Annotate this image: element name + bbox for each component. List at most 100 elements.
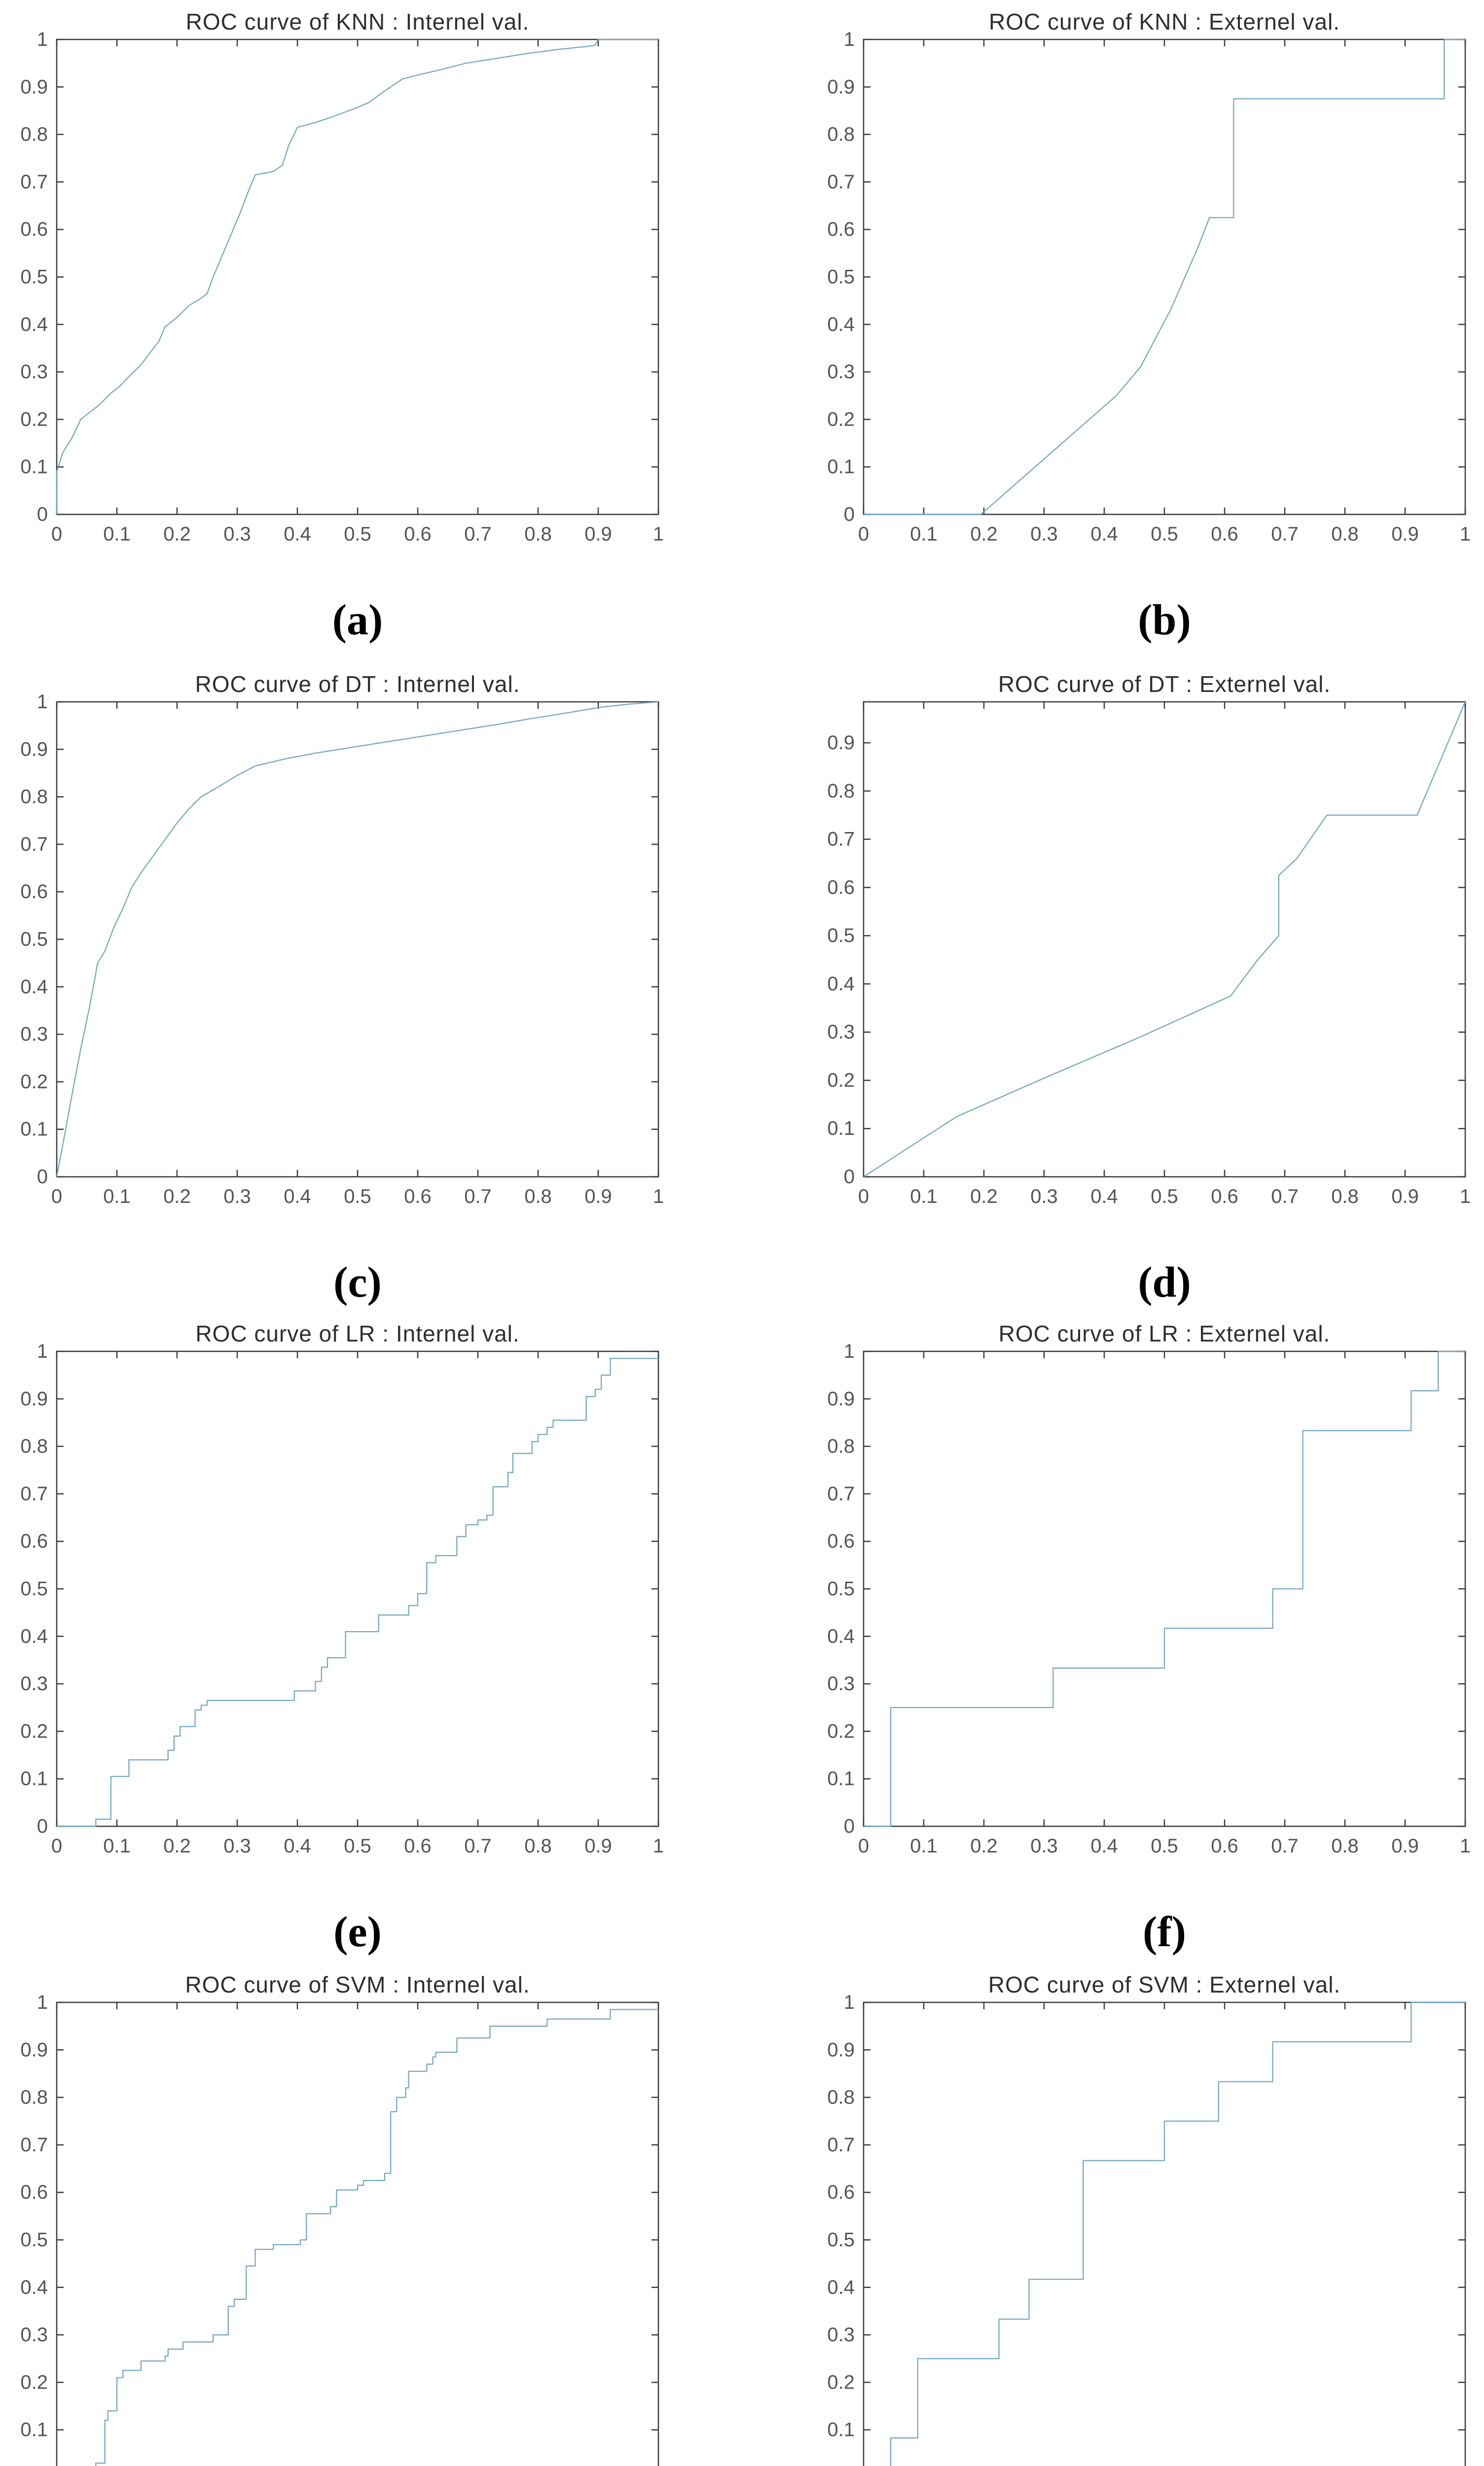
y-tick-label: 0.8	[827, 124, 855, 145]
roc-panel-d: 0 0.1 0.2 0.3 0.4 0.5 0.6 0.7 0.8 0.9 1 0 0.1 0.2 0.3 0…	[807, 662, 1484, 1318]
y-tick-label: 0.6	[20, 218, 48, 240]
x-tick-label: 0	[51, 1835, 62, 1857]
y-tick-label: 0.3	[827, 1021, 855, 1043]
x-axis-ticks	[56, 39, 659, 514]
y-tick-label: 0.4	[827, 973, 855, 995]
panel-label: (f)	[1143, 1908, 1186, 1956]
x-tick-label: 0.7	[464, 1835, 492, 1857]
y-axis-ticks	[864, 38, 1465, 515]
y-tick-label: 0	[844, 1166, 855, 1188]
y-tick-label: 0.1	[827, 2419, 855, 2441]
x-tick-label: 0.7	[1271, 1835, 1299, 1857]
chart-title: ROC curve of KNN : Externel val.	[989, 9, 1340, 35]
x-axis-ticks	[56, 1351, 659, 1826]
panel-label: (d)	[1138, 1259, 1191, 1306]
x-tick-label: 0.1	[910, 1186, 938, 1207]
y-axis-ticks	[864, 2001, 1465, 2430]
y-tick-label: 0.6	[827, 876, 855, 898]
panel-label: (c)	[333, 1259, 382, 1306]
y-tick-label: 0.1	[20, 1119, 48, 1140]
y-tick-label: 0.9	[827, 1388, 855, 1410]
panel-label: (e)	[333, 1908, 382, 1956]
x-tick-label: 0.8	[524, 523, 552, 545]
y-tick-label: 1	[37, 29, 48, 50]
y-tick-label: 0.1	[827, 1768, 855, 1790]
y-axis-ticks	[57, 2001, 658, 2430]
y-tick-label: 0.1	[20, 456, 48, 478]
roc-curve	[56, 38, 658, 514]
x-tick-label: 0.4	[284, 1186, 311, 1207]
y-tick-label: 0.5	[20, 266, 48, 288]
x-axis-ticks	[56, 702, 659, 1177]
x-tick-label: 0.9	[1391, 1835, 1419, 1857]
chart-title: ROC curve of LR : Internel val.	[195, 1321, 520, 1346]
x-tick-label: 0.8	[524, 1835, 552, 1857]
x-tick-label: 0.3	[223, 1835, 251, 1857]
y-tick-label: 0.9	[20, 1388, 48, 1410]
y-tick-label: 0.7	[827, 1483, 855, 1505]
y-tick-label: 0.3	[20, 361, 48, 383]
x-tick-label: 0.2	[970, 1186, 998, 1207]
x-tick-label: 0.8	[1331, 523, 1359, 545]
y-axis-labels: 00.10.20.30.40.50.60.70.80.91	[827, 1341, 855, 1837]
x-tick-label: 0.9	[1391, 523, 1419, 545]
chart-title: ROC curve of DT : Internel val.	[195, 671, 520, 697]
x-tick-label: 0.2	[970, 1835, 998, 1857]
y-axis-ticks	[57, 38, 658, 515]
y-tick-label: 0.5	[827, 2229, 855, 2251]
y-tick-label: 0.2	[20, 1720, 48, 1742]
chart-title: ROC curve of SVM : Externel val.	[988, 1972, 1341, 1997]
y-tick-label: 0.8	[827, 2087, 855, 2108]
y-axis-labels: 00.10.20.30.40.50.60.70.80.91	[20, 1992, 48, 2441]
y-tick-label: 1	[844, 29, 855, 50]
chart-title: ROC curve of KNN : Internel val.	[185, 9, 530, 35]
x-tick-label: 0.7	[1271, 1186, 1299, 1207]
x-tick-label: 1	[1460, 523, 1471, 545]
roc-curve	[57, 1358, 658, 1827]
roc-panel-b: 0 0.1 0.2 0.3 0.4 0.5 0.6 0.7 0.8 0.9 1 0 0.1 0.2 0.3 0…	[807, 0, 1484, 656]
y-tick-label: 0.5	[827, 266, 855, 288]
y-tick-label: 0.3	[827, 1673, 855, 1695]
x-tick-label: 0.8	[1331, 1186, 1359, 1207]
y-tick-label: 0.8	[20, 1436, 48, 1457]
x-tick-label: 0.7	[1271, 523, 1299, 545]
y-axis-labels: 00.10.20.30.40.50.60.70.80.91	[20, 29, 48, 525]
y-axis-labels: 00.10.20.30.40.50.60.70.80.91	[827, 1992, 855, 2441]
panel-label: (a)	[332, 596, 383, 644]
y-tick-label: 0.1	[827, 1118, 855, 1139]
y-tick-label: 0.3	[827, 361, 855, 383]
y-tick-label: 0.4	[827, 314, 855, 335]
x-tick-label: 0.3	[1030, 1186, 1058, 1207]
y-axis-labels: 00.10.20.30.40.50.60.70.80.91	[20, 691, 48, 1188]
x-axis-ticks	[56, 2002, 659, 2009]
x-tick-label: 0.3	[223, 1186, 251, 1207]
chart-title: ROC curve of SVM : Internel val.	[185, 1972, 530, 1997]
y-tick-label: 0.5	[20, 1578, 48, 1600]
y-tick-label: 0.2	[827, 408, 855, 430]
y-tick-label: 0.4	[20, 976, 48, 998]
roc-panel-a: 0 0.1 0.2 0.3 0.4 0.5 0.6 0.7 0.8 0.9 1 0 0.1 0.2 0.3 0…	[0, 0, 742, 656]
y-tick-label: 0.1	[20, 2419, 48, 2441]
y-tick-label: 0.5	[20, 929, 48, 950]
y-tick-label: 1	[844, 1341, 855, 1362]
y-tick-label: 0.8	[20, 2087, 48, 2108]
x-tick-label: 1	[653, 1186, 664, 1207]
y-tick-label: 0.2	[20, 1071, 48, 1092]
x-tick-label: 0.1	[910, 1835, 938, 1857]
roc-panel-h: 00.10.20.30.40.50.60.70.80.9100.10.20.30…	[807, 1963, 1484, 2466]
x-tick-label: 0.6	[404, 1186, 432, 1207]
y-tick-label: 0	[37, 1815, 48, 1837]
x-tick-label: 0.4	[284, 523, 311, 545]
x-tick-label: 0.4	[1090, 523, 1118, 545]
x-tick-label: 0.5	[344, 523, 371, 545]
roc-curve	[890, 2001, 1465, 2466]
x-tick-label: 0.2	[970, 523, 998, 545]
y-tick-label: 0	[37, 1166, 48, 1188]
x-tick-label: 0.9	[584, 1186, 612, 1207]
x-axis-ticks	[863, 1351, 1466, 1826]
